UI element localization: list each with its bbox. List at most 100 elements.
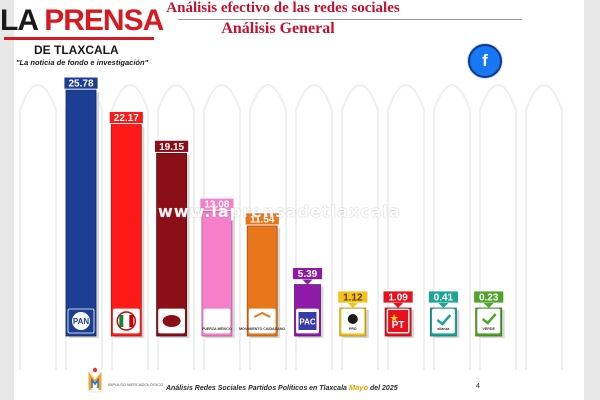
left-margin-strip bbox=[0, 0, 14, 400]
facebook-icon: f bbox=[468, 44, 502, 78]
pan-logo-circle bbox=[72, 312, 90, 330]
value-label: 0.23 bbox=[479, 293, 499, 304]
value-tag: 13.08 bbox=[199, 197, 235, 211]
bar-group: 0.23 VERDE bbox=[473, 290, 505, 338]
value-label: 22.17 bbox=[114, 113, 139, 124]
impulso-logo-icon bbox=[88, 367, 102, 393]
party-logo-label: PRD bbox=[349, 327, 357, 331]
background-pattern-shape bbox=[433, 84, 471, 370]
party-logo-label: MOVIMIENTO CIUDADANO bbox=[239, 327, 285, 331]
bar-group: 5.39 PAC bbox=[292, 267, 324, 338]
value-tag-box bbox=[63, 76, 99, 90]
value-label: 0.41 bbox=[434, 293, 454, 304]
value-tag: 1.12 bbox=[337, 290, 369, 308]
bar-group: 0.41 alianza bbox=[427, 290, 460, 338]
bar-group: 19.15 bbox=[154, 139, 190, 338]
footer-month: Mayo bbox=[348, 383, 369, 392]
value-tag: 5.39 bbox=[292, 267, 323, 285]
party-logo-label: PAC bbox=[299, 318, 316, 327]
page-number: 4 bbox=[476, 383, 480, 390]
pri-stripe-red bbox=[129, 315, 134, 327]
value-label: 25.78 bbox=[68, 79, 93, 90]
bar bbox=[65, 89, 97, 337]
value-tag-box bbox=[244, 212, 280, 226]
bar-group: 1.12 PRD bbox=[337, 290, 369, 338]
value-tag-arrow bbox=[302, 279, 313, 285]
party-logo: FUERZA MÉXICO bbox=[202, 308, 232, 334]
value-tag: 11.54 bbox=[244, 212, 280, 226]
value-tag: 0.23 bbox=[473, 290, 505, 308]
slide-title: Análisis efectivo de las redes sociales bbox=[166, 0, 400, 16]
background-pattern-shape bbox=[203, 84, 241, 370]
party-logo-tile bbox=[248, 308, 276, 334]
pt-star-icon bbox=[390, 314, 399, 322]
background-pattern-shape bbox=[479, 84, 517, 370]
title-divider bbox=[178, 19, 522, 20]
value-label: 19.15 bbox=[159, 142, 184, 153]
party-logo bbox=[112, 308, 140, 334]
pac-logo-square bbox=[298, 312, 317, 330]
logo-word-prensa: PRENSA bbox=[44, 4, 164, 37]
background-pattern-shape bbox=[19, 84, 57, 370]
value-tag: 0.41 bbox=[427, 290, 459, 308]
party-logo: alianza bbox=[431, 308, 455, 334]
value-tag-box bbox=[108, 111, 144, 124]
bar bbox=[110, 124, 142, 337]
footer-caption: Análisis Redes Sociales Partidos Polític… bbox=[166, 383, 398, 392]
background-pattern-shape bbox=[249, 84, 287, 370]
party-logo: PT bbox=[386, 308, 410, 334]
bar-group: 11.54 MOVIMIENTO CIUDADANO bbox=[239, 212, 285, 338]
background-pattern-shape bbox=[341, 84, 379, 370]
background-pattern-shape bbox=[157, 84, 195, 370]
party-logo-label: alianza bbox=[437, 327, 450, 331]
logo-wordmark: LA PRENSA bbox=[0, 4, 164, 37]
value-tag: 22.17 bbox=[108, 111, 144, 124]
facebook-glyph: f bbox=[482, 51, 488, 70]
party-logo bbox=[158, 308, 186, 334]
morena-logo-shape bbox=[162, 315, 181, 327]
chart-title: Análisis General bbox=[221, 20, 335, 37]
value-label: 11.54 bbox=[250, 214, 275, 225]
pri-stripe-green bbox=[119, 315, 124, 327]
party-logo: PAC bbox=[296, 308, 319, 334]
value-label: 13.08 bbox=[204, 200, 229, 211]
value-tag: 25.78 bbox=[63, 76, 99, 90]
value-tag-arrow bbox=[347, 303, 358, 308]
background-pattern-shape bbox=[387, 84, 425, 370]
value-tag: 1.09 bbox=[382, 290, 414, 308]
value-tag-arrow bbox=[438, 303, 449, 308]
logo-tagline: "La noticia de fondo e investigación" bbox=[16, 58, 149, 67]
value-tag-arrow bbox=[393, 303, 404, 308]
bar-group: 13.08 FUERZA MÉXICO bbox=[199, 197, 235, 338]
impulso-logo-text: IMPULSO MERCADOLÓGICO bbox=[108, 382, 164, 387]
party-logo: VERDE bbox=[477, 308, 501, 334]
party-logo: PRD bbox=[341, 308, 365, 334]
bar-group: 22.17 bbox=[108, 111, 145, 338]
prd-sun-icon bbox=[347, 314, 358, 324]
value-tag: 19.15 bbox=[154, 139, 190, 153]
footer-suffix: del 2025 bbox=[368, 385, 398, 392]
logo-underline bbox=[4, 37, 154, 40]
background-pattern-shape bbox=[295, 84, 333, 370]
party-logo: PAN bbox=[67, 308, 95, 334]
bar-group: 25.78 PAN bbox=[63, 76, 99, 338]
party-logo-label: VERDE bbox=[483, 327, 496, 331]
verde-check-icon bbox=[481, 313, 497, 325]
value-tag-box bbox=[154, 139, 190, 153]
party-logo-label: PAN bbox=[73, 317, 90, 326]
alianza-check-icon bbox=[436, 314, 452, 326]
value-label: 5.39 bbox=[298, 269, 318, 280]
footer-prefix: Análisis Redes Sociales Partidos Polític… bbox=[166, 385, 349, 392]
pt-logo-bg bbox=[388, 310, 409, 332]
party-logo-label: FUERZA MÉXICO bbox=[202, 326, 232, 331]
party-logo-label: PT bbox=[392, 320, 405, 331]
logo-word-la: LA bbox=[0, 4, 45, 37]
party-logo-tile bbox=[203, 308, 231, 334]
value-label: 1.09 bbox=[388, 293, 408, 304]
bars-layer: 25.78 PAN 22.17 19.15 13.08 FUERZA MÉXICO 11.5… bbox=[63, 76, 505, 338]
bar bbox=[156, 152, 188, 337]
value-label: 1.12 bbox=[343, 293, 363, 304]
value-tag-box bbox=[199, 197, 235, 211]
background-pattern-shape bbox=[525, 84, 563, 370]
